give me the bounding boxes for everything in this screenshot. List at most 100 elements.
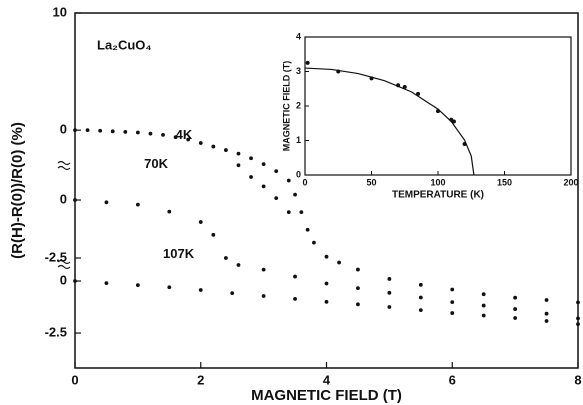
y-tick-label: -2.5: [45, 324, 67, 339]
y-axis-label: (R(H)-R(0))/R(0) (%): [9, 122, 26, 259]
point: [418, 308, 423, 313]
point: [451, 119, 456, 124]
point: [148, 131, 153, 136]
point: [544, 298, 549, 302]
point: [336, 69, 341, 74]
y-axis-label: MAGNETIC FIELD (T): [281, 61, 291, 152]
point: [402, 85, 407, 90]
annotation: La₂CuO₄: [97, 37, 152, 52]
point: [418, 295, 423, 300]
point: [293, 297, 297, 301]
point: [576, 300, 580, 305]
point: [369, 76, 374, 81]
point: [324, 299, 329, 304]
point: [450, 300, 455, 305]
point: [249, 156, 253, 161]
point: [387, 290, 392, 295]
point: [436, 109, 440, 114]
point: [104, 200, 109, 205]
point: [356, 286, 360, 291]
point: [135, 202, 140, 207]
point: [198, 288, 203, 292]
point: [274, 169, 279, 174]
point: [356, 302, 360, 307]
x-tick-label: 200: [563, 177, 578, 187]
point: [274, 196, 279, 201]
point: [261, 184, 266, 189]
point: [230, 291, 235, 295]
point: [110, 129, 115, 134]
point: [305, 60, 310, 65]
point: [462, 141, 467, 146]
point: [481, 292, 486, 297]
series-label: 4K: [176, 127, 193, 142]
point: [576, 322, 580, 326]
point: [293, 192, 297, 197]
y-tick-label: 0: [60, 191, 67, 206]
axis-break: [57, 160, 71, 171]
x-tick-label: 0: [71, 372, 78, 387]
point: [312, 240, 316, 245]
point: [249, 175, 253, 179]
point: [135, 130, 140, 135]
point: [513, 307, 518, 311]
point: [261, 162, 266, 167]
point: [135, 283, 140, 288]
x-tick-label: 2: [197, 372, 204, 387]
point: [450, 287, 455, 292]
x-tick-label: 6: [449, 372, 456, 387]
point: [337, 260, 341, 265]
point: [224, 256, 228, 260]
y-tick-label: -2.5: [45, 249, 67, 264]
y-tick-label: 0: [60, 272, 67, 287]
y-tick-label: 2: [296, 100, 301, 110]
point: [236, 163, 241, 168]
point: [293, 274, 297, 279]
x-axis-label: TEMPERATURE (K): [392, 190, 484, 201]
point: [387, 277, 392, 281]
x-tick-label: 0: [302, 177, 307, 187]
point: [481, 303, 486, 308]
axis-break: [57, 259, 71, 270]
point: [173, 135, 178, 140]
x-tick-label: 150: [497, 177, 512, 187]
point: [73, 128, 77, 133]
point: [236, 263, 241, 267]
point: [198, 141, 203, 145]
point: [418, 282, 423, 287]
point: [450, 311, 455, 315]
y-tick-label: 0: [296, 169, 301, 179]
x-tick-label: 100: [430, 177, 445, 187]
series-label: 107K: [163, 246, 195, 261]
point: [416, 91, 421, 96]
point: [324, 254, 329, 259]
point: [576, 316, 580, 321]
point: [356, 267, 360, 272]
fit-line: [304, 67, 475, 176]
y-tick-label: 1: [296, 135, 301, 145]
point: [513, 316, 518, 320]
point: [261, 294, 266, 298]
point: [324, 281, 329, 286]
point: [167, 209, 172, 214]
point: [236, 151, 241, 156]
y-tick-label: 4: [296, 31, 301, 41]
point: [305, 227, 310, 232]
y-tick-label: 10: [53, 4, 67, 19]
point: [286, 210, 291, 215]
x-axis-label: MAGNETIC FIELD (T): [251, 387, 402, 404]
point: [73, 198, 77, 202]
point: [544, 311, 549, 316]
point: [123, 130, 128, 134]
point: [104, 281, 109, 285]
point: [396, 83, 401, 88]
point: [211, 232, 216, 237]
point: [211, 144, 216, 149]
point: [198, 220, 203, 224]
x-tick-label: 8: [574, 372, 581, 387]
x-tick-label: 50: [366, 177, 376, 187]
point: [286, 178, 291, 183]
point: [85, 128, 90, 133]
point: [161, 132, 165, 137]
